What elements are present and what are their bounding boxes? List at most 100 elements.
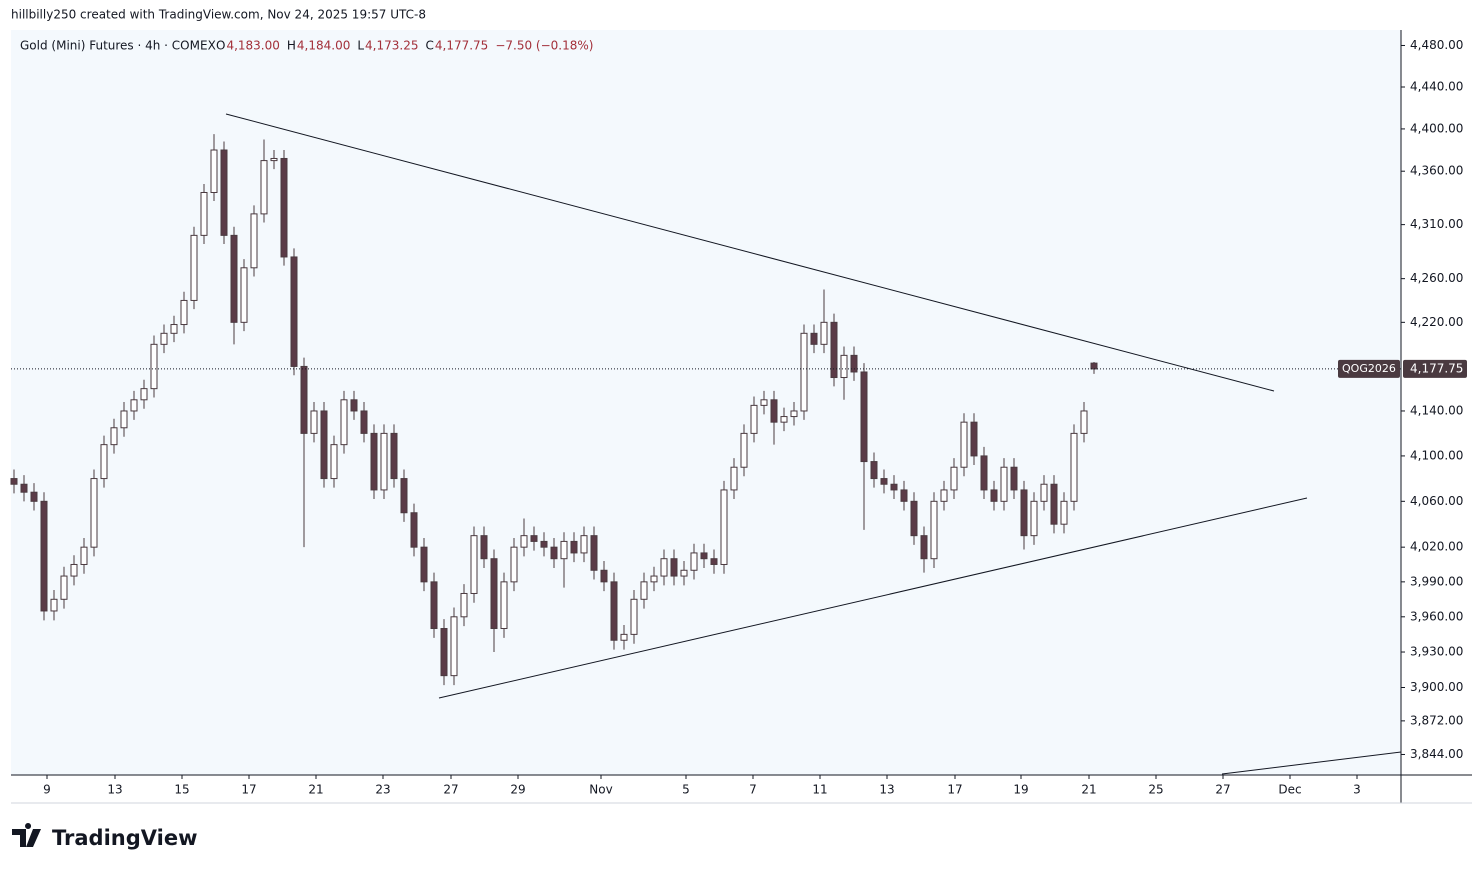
last-price-tag <box>1338 359 1400 378</box>
candle-body <box>770 399 778 423</box>
logo-text: TradingView <box>52 826 197 850</box>
candle-body <box>390 432 398 480</box>
ohlc-value: 4,173.25 <box>365 39 418 53</box>
y-tick-label: 4,310.00 <box>1410 217 1463 231</box>
candle-body <box>1030 500 1038 537</box>
candle-body <box>850 354 858 373</box>
y-tick-label: 4,060.00 <box>1410 494 1463 508</box>
legend: Gold (Mini) Futures · 4h · COMEX O 4,183.… <box>20 39 593 53</box>
candle-body <box>1070 432 1078 502</box>
candle-body <box>990 489 998 502</box>
candle-body <box>890 483 898 491</box>
candle-body <box>430 581 438 630</box>
y-tick-label: 3,900.00 <box>1410 680 1463 694</box>
candle-body <box>620 633 628 641</box>
y-tick-label: 4,480.00 <box>1410 38 1463 52</box>
change-value: −7.50 (−0.18%) <box>495 39 593 53</box>
candle-body <box>960 421 968 468</box>
candle-body <box>230 234 238 323</box>
candle-body <box>1060 500 1068 525</box>
candle-body <box>820 321 828 345</box>
candle-body <box>570 540 578 554</box>
candle-body <box>60 575 68 600</box>
attribution: hillbilly250 created with TradingView.co… <box>11 8 426 22</box>
x-tick-label: 13 <box>879 783 894 797</box>
x-tick-label: Dec <box>1278 783 1301 797</box>
candle-body <box>40 500 48 612</box>
candle-body <box>140 388 148 401</box>
candle-body <box>250 213 258 269</box>
candle-body <box>490 558 498 630</box>
x-tick-label: 11 <box>812 783 827 797</box>
candle-body <box>460 592 468 618</box>
candle-body <box>130 399 138 412</box>
candle-body <box>980 455 988 491</box>
candle-body <box>710 558 718 565</box>
x-tick-label: 19 <box>1013 783 1028 797</box>
y-tick-label: 3,930.00 <box>1410 645 1463 659</box>
candle-body <box>860 371 868 463</box>
candle-body <box>1090 362 1098 370</box>
candle-body <box>160 332 168 345</box>
candle-body <box>790 410 798 418</box>
candle-body <box>50 598 58 612</box>
candle-body <box>370 432 378 491</box>
candle-body <box>880 478 888 485</box>
candle-body <box>220 149 228 236</box>
y-tick-label: 4,400.00 <box>1410 121 1463 135</box>
candle-body <box>360 410 368 434</box>
candle-body <box>580 535 588 554</box>
candle-body <box>670 558 678 577</box>
y-tick-label: 3,990.00 <box>1410 574 1463 588</box>
x-tick-label: 3 <box>1353 783 1361 797</box>
y-tick-label: 3,844.00 <box>1410 747 1463 761</box>
y-tick-label: 4,140.00 <box>1410 403 1463 417</box>
candle-body <box>30 491 38 502</box>
candle-body <box>970 421 978 457</box>
candle-body <box>450 616 458 677</box>
candle-body <box>1080 410 1088 434</box>
candle-body <box>350 399 358 412</box>
candle-body <box>10 478 18 485</box>
candle-body <box>100 444 108 480</box>
ohlc-label: O <box>216 39 225 53</box>
candle-body <box>550 546 558 560</box>
candle-body <box>1000 466 1008 502</box>
logo-icon <box>12 823 41 847</box>
x-tick-label: 25 <box>1148 783 1163 797</box>
candle-body <box>260 160 268 215</box>
candle-body <box>640 581 648 600</box>
candle-body <box>660 558 668 577</box>
candle-body <box>510 546 518 583</box>
candle-body <box>280 157 288 258</box>
candle-body <box>870 461 878 480</box>
x-tick-label: 7 <box>749 783 757 797</box>
candle-body <box>910 500 918 537</box>
last-price-label: 4,177.75 <box>1410 361 1463 375</box>
candle-body <box>730 466 738 491</box>
candle-body <box>190 234 198 301</box>
candle-body <box>340 399 348 446</box>
candle-body <box>940 489 948 502</box>
candle-body <box>310 410 318 434</box>
candle-body <box>800 332 808 412</box>
y-tick-label: 4,220.00 <box>1410 315 1463 329</box>
candle-body <box>1020 489 1028 537</box>
candle-body <box>110 427 118 446</box>
candle-body <box>80 546 88 565</box>
x-tick-label: 13 <box>107 783 122 797</box>
last-price-symbol: QOG2026 <box>1342 362 1396 375</box>
candle-body <box>560 540 568 560</box>
candle-body <box>420 546 428 583</box>
candle-body <box>330 444 338 480</box>
candle-body <box>90 478 98 548</box>
ohlc-value: 4,184.00 <box>297 39 350 53</box>
ohlc-label: L <box>357 39 364 53</box>
candle-body <box>610 581 618 641</box>
x-tick-label: Nov <box>589 783 612 797</box>
ohlc-value: 4,177.75 <box>435 39 488 53</box>
y-tick-label: 4,100.00 <box>1410 448 1463 462</box>
candle-body <box>530 535 538 542</box>
